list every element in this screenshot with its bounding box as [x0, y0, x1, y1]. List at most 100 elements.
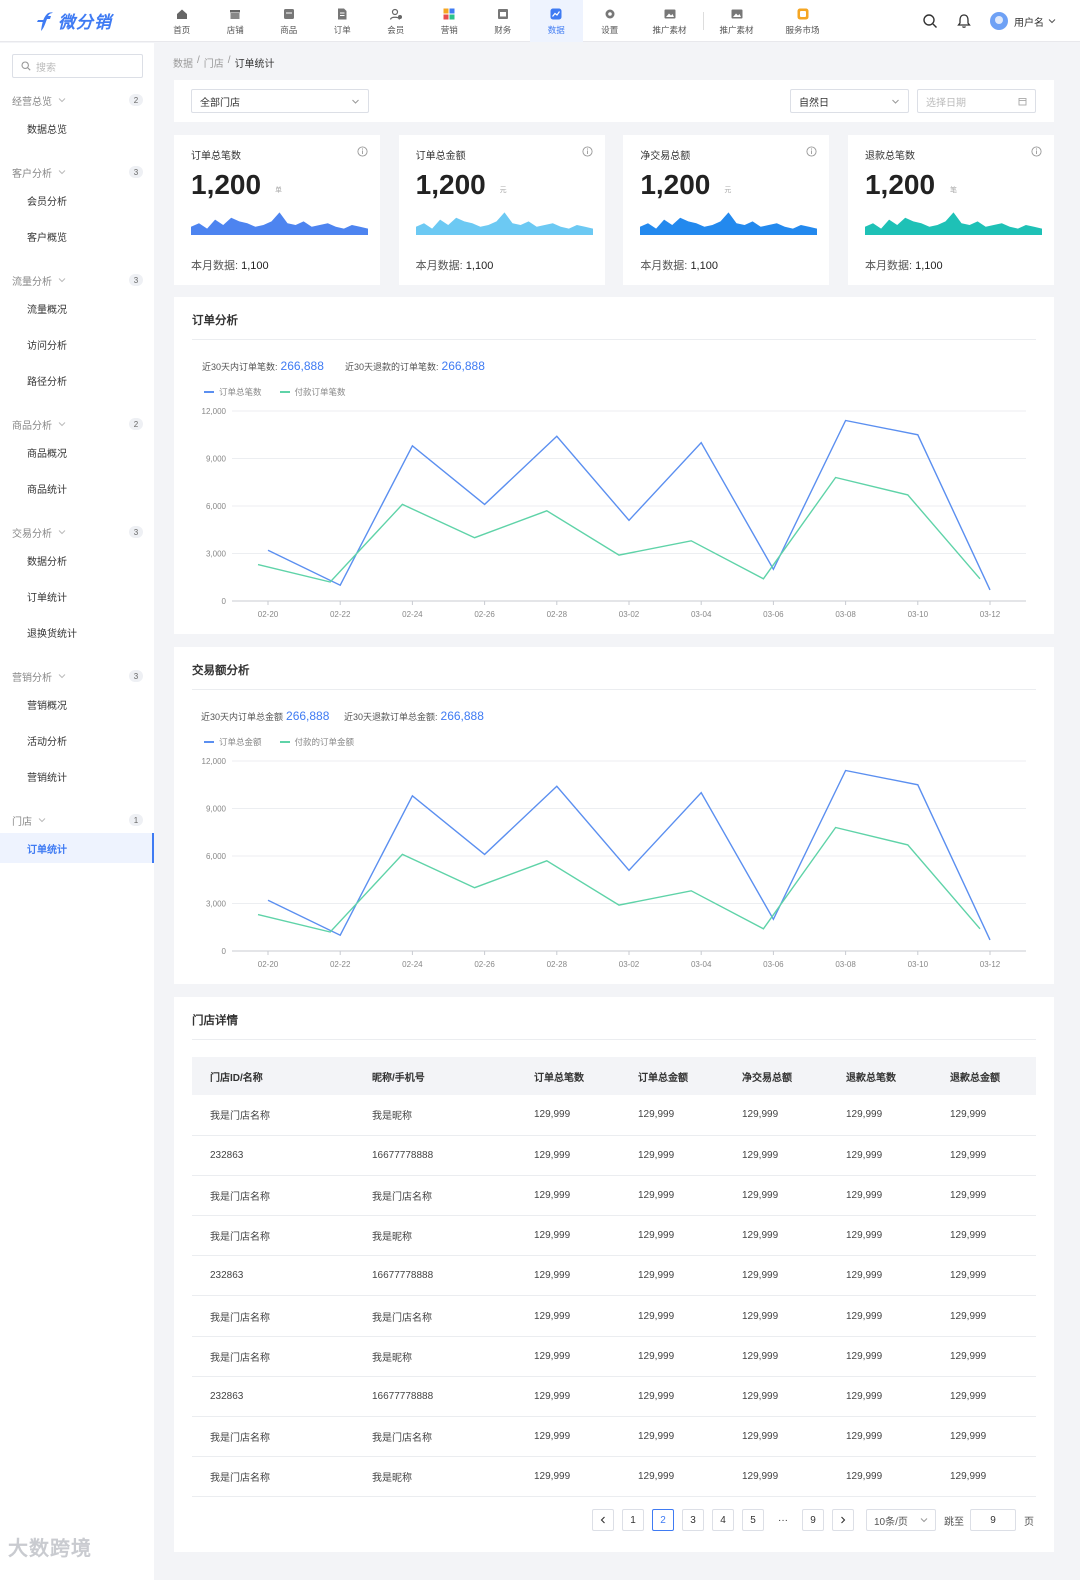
prev-page-button[interactable]: [592, 1509, 614, 1531]
breadcrumb-item-store[interactable]: 门店: [203, 59, 224, 70]
period-select[interactable]: 自然日: [790, 89, 909, 113]
sidebar-item[interactable]: 数据分析: [27, 556, 67, 568]
table-row[interactable]: 我是门店名称 我是昵称 129,999 129,999 129,999 129,999 12…: [192, 1095, 1036, 1136]
chevron-down-icon[interactable]: [1048, 17, 1056, 25]
stat-footer-value: 1,100: [690, 260, 718, 272]
page-ellipsis[interactable]: ···: [772, 1509, 794, 1531]
nav-item-5[interactable]: 营销: [423, 0, 477, 42]
table-row[interactable]: 我是门店名称 我是门店名称 129,999 129,999 129,999 129,999…: [192, 1175, 1036, 1217]
table-row[interactable]: 我是门店名称 我是昵称 129,999 129,999 129,999 129,999 12…: [192, 1215, 1036, 1257]
nav-item-0[interactable]: 首页: [155, 0, 209, 42]
sidebar-item[interactable]: 退换货统计: [27, 628, 77, 640]
info-icon[interactable]: [582, 146, 593, 157]
info-icon[interactable]: [806, 146, 817, 157]
sidebar-group[interactable]: 营销分析 3: [12, 666, 143, 686]
x-tick-label: 02-24: [402, 960, 423, 969]
sidebar-group-label: 流量分析: [12, 276, 52, 288]
sidebar-group[interactable]: 流量分析 3: [12, 270, 143, 290]
sidebar-group[interactable]: 经营总览 2: [12, 90, 143, 110]
nav-item-7[interactable]: 数据: [529, 0, 583, 42]
page-button[interactable]: 1: [622, 1509, 644, 1531]
nav-item-6[interactable]: 财务: [476, 0, 530, 42]
store-select[interactable]: 全部门店: [191, 89, 369, 113]
column-header[interactable]: 门店ID/名称: [192, 1057, 354, 1095]
sidebar-item[interactable]: 订单统计: [0, 833, 154, 863]
table-row[interactable]: 我是门店名称 我是昵称 129,999 129,999 129,999 129,999 12…: [192, 1336, 1036, 1377]
table-row[interactable]: 我是门店名称 我是门店名称 129,999 129,999 129,999 129,999…: [192, 1416, 1036, 1458]
username[interactable]: 用户名: [1014, 17, 1044, 29]
nav-item-10[interactable]: 推广素材: [704, 0, 770, 42]
sparkline-area: [191, 212, 368, 235]
breadcrumb-item-data[interactable]: 数据: [173, 59, 193, 70]
sidebar-item[interactable]: 订单统计: [27, 592, 67, 604]
nav-item-11[interactable]: 服务市场: [770, 0, 836, 42]
nav-item-8[interactable]: 设置: [583, 0, 637, 42]
sidebar-item[interactable]: 数据总览: [27, 124, 67, 136]
sidebar-item[interactable]: 会员分析: [27, 196, 67, 208]
sidebar-item[interactable]: 流量概况: [27, 304, 67, 316]
column-header[interactable]: 订单总金额: [620, 1057, 724, 1095]
page-size-value: 10条/页: [874, 1516, 908, 1528]
finance-icon: [497, 8, 508, 19]
column-header[interactable]: 退款总金额: [932, 1057, 1036, 1095]
page-button[interactable]: 5: [742, 1509, 764, 1531]
sidebar-item[interactable]: 客户概览: [27, 232, 67, 244]
column-header[interactable]: 净交易总额: [724, 1057, 828, 1095]
image-icon: [731, 9, 742, 18]
nav-item-4[interactable]: 会员: [369, 0, 423, 42]
table-cell: 129,999: [724, 1255, 828, 1297]
nav-item-2[interactable]: 商品: [262, 0, 316, 42]
sidebar-group[interactable]: 客户分析 3: [12, 162, 143, 182]
top-right-tools: 用户名: [904, 0, 1056, 42]
nav-item-9[interactable]: 推广素材: [637, 0, 703, 42]
sidebar-item[interactable]: 活动分析: [27, 736, 67, 748]
table-cell: 129,999: [620, 1175, 724, 1217]
column-header[interactable]: 退款总笔数: [828, 1057, 932, 1095]
search-input[interactable]: 搜索: [12, 54, 143, 78]
sidebar-group[interactable]: 门店 1: [12, 810, 143, 830]
date-picker[interactable]: 选择日期: [917, 89, 1036, 113]
column-header[interactable]: 订单总笔数: [516, 1057, 620, 1095]
logo[interactable]: 微分销: [36, 8, 112, 33]
sidebar-item[interactable]: 路径分析: [27, 376, 67, 388]
page-button[interactable]: 2: [652, 1509, 674, 1531]
calendar-icon: [1018, 97, 1027, 105]
stat-footer: 本月数据: 1,100: [865, 257, 943, 273]
sidebar-item[interactable]: 商品统计: [27, 484, 67, 496]
search-icon[interactable]: [922, 13, 938, 29]
table-row[interactable]: 我是门店名称 我是门店名称 129,999 129,999 129,999 129,999…: [192, 1295, 1036, 1337]
nav-item-3[interactable]: 订单: [316, 0, 370, 42]
table-row[interactable]: 232863 16677778888 129,999 129,999 129,999 12…: [192, 1376, 1036, 1418]
panel-title: 订单分析: [192, 315, 238, 327]
info-icon[interactable]: [357, 146, 368, 157]
info-icon[interactable]: [1031, 146, 1042, 157]
page-size-select[interactable]: 10条/页: [866, 1509, 936, 1531]
sidebar-item[interactable]: 商品概况: [27, 448, 67, 460]
sidebar-item[interactable]: 访问分析: [27, 340, 67, 352]
legend-item[interactable]: 付款订单笔数: [279, 386, 346, 398]
table-row[interactable]: 我是门店名称 我是昵称 129,999 129,999 129,999 129,999 12…: [192, 1456, 1036, 1498]
nav-item-1[interactable]: 店铺: [209, 0, 263, 42]
sidebar-item[interactable]: 营销统计: [27, 772, 67, 784]
column-header[interactable]: 昵称/手机号: [354, 1057, 516, 1095]
table-row[interactable]: 232863 16677778888 129,999 129,999 129,999 12…: [192, 1135, 1036, 1176]
jump-page-input[interactable]: 9: [970, 1509, 1016, 1531]
page-button[interactable]: 9: [802, 1509, 824, 1531]
table-cell: 129,999: [620, 1416, 724, 1458]
sidebar-group[interactable]: 商品分析 2: [12, 414, 143, 434]
legend-item[interactable]: 付款的订单金额: [279, 736, 354, 748]
legend-item[interactable]: 订单总笔数: [204, 386, 262, 398]
stat-card: 净交易总额 1,200 元本月数据: 1,100: [623, 135, 830, 285]
bell-icon[interactable]: [956, 13, 972, 29]
sidebar-group[interactable]: 交易分析 3: [12, 522, 143, 542]
legend-item[interactable]: 订单总金额: [204, 736, 262, 748]
next-page-button[interactable]: [832, 1509, 854, 1531]
table-row[interactable]: 232863 16677778888 129,999 129,999 129,999 12…: [192, 1255, 1036, 1297]
page-button[interactable]: 4: [712, 1509, 734, 1531]
sidebar-item[interactable]: 营销概况: [27, 700, 67, 712]
table-cell: 129,999: [516, 1215, 620, 1257]
page-button[interactable]: 3: [682, 1509, 704, 1531]
avatar[interactable]: [990, 12, 1008, 30]
goods-icon: [283, 8, 294, 19]
table-cell: 129,999: [724, 1416, 828, 1458]
